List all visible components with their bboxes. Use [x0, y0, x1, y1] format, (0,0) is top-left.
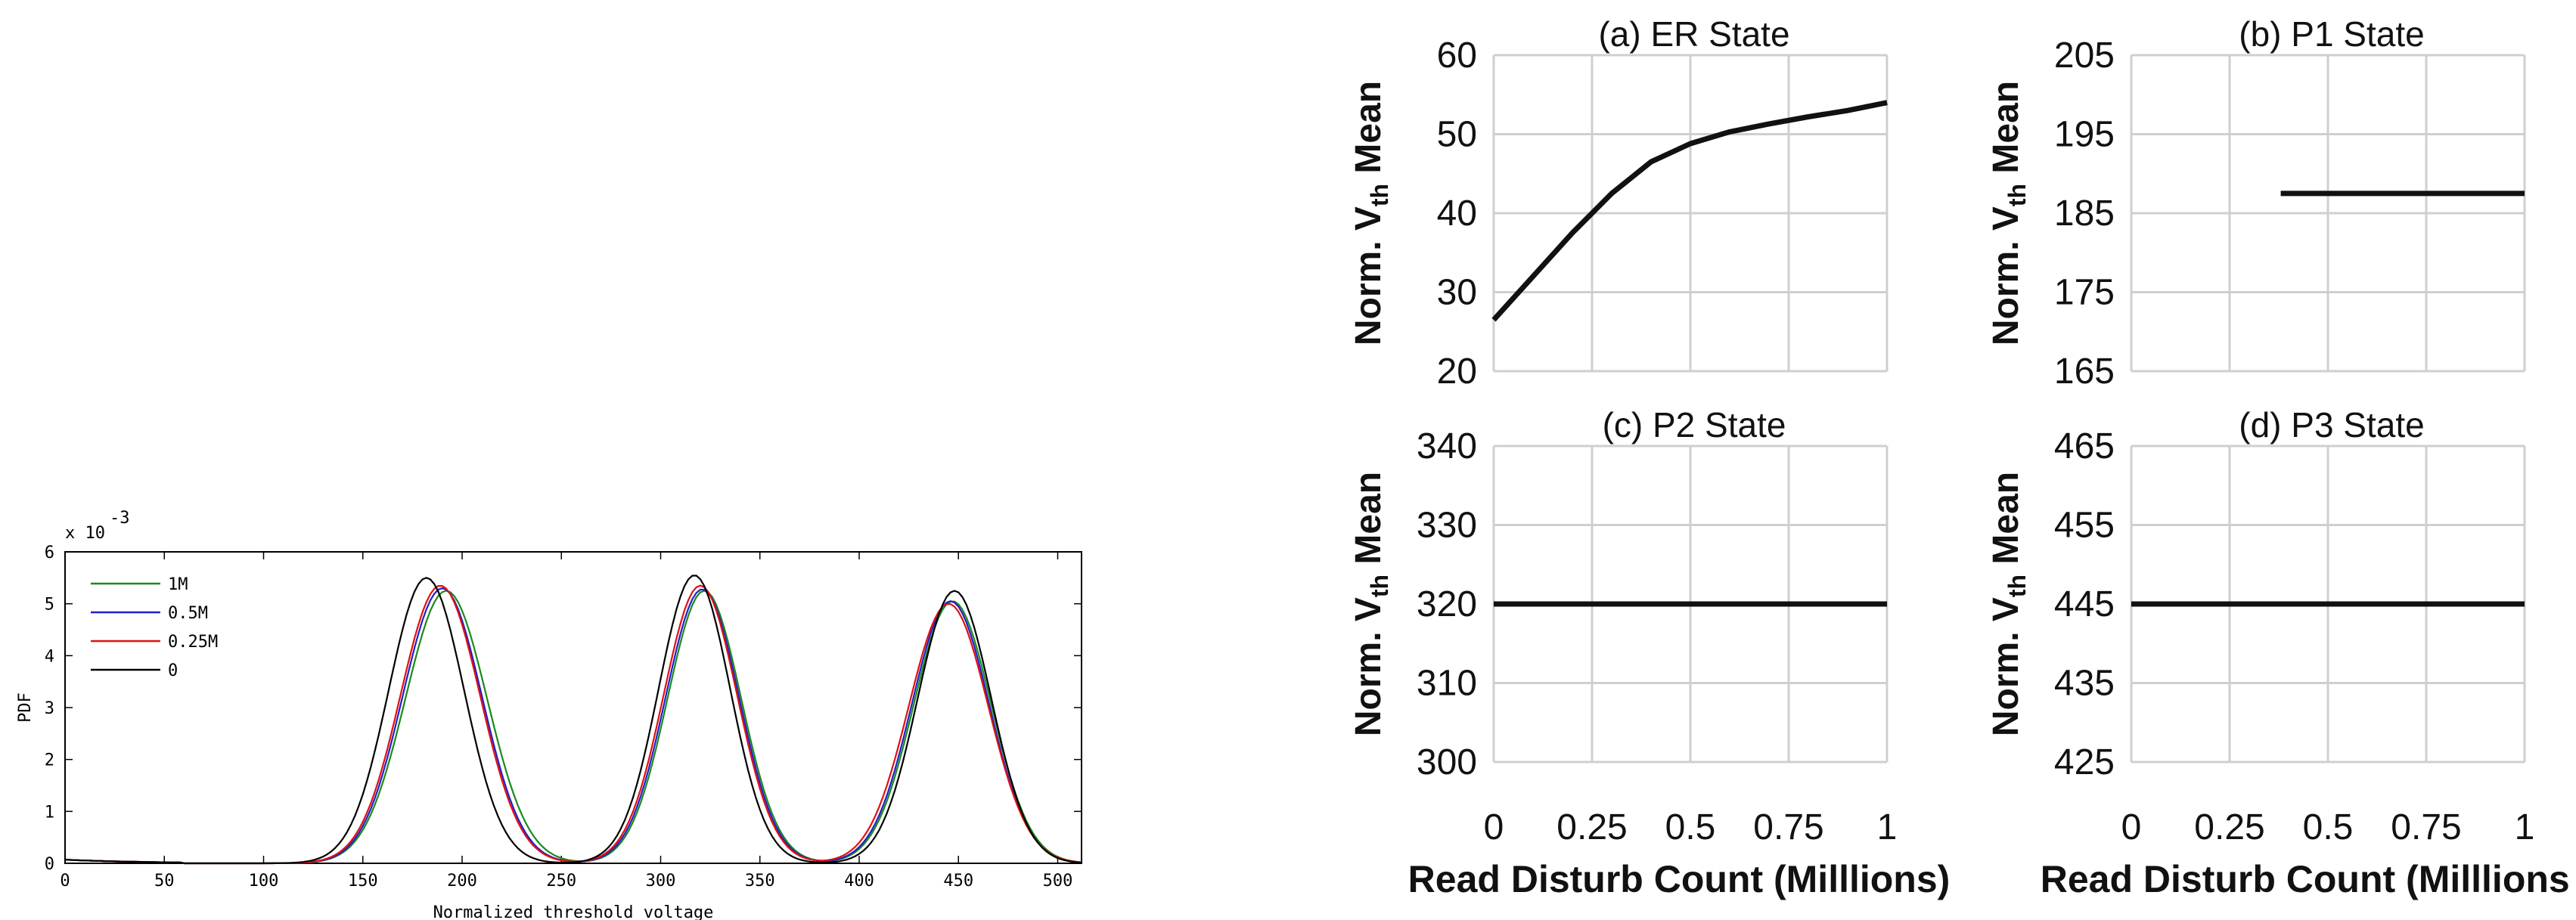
- pdf-x-tick-label: 500: [1043, 872, 1073, 891]
- panel-y-tick-label: 20: [1437, 352, 1477, 392]
- panel-y-tick-label: 320: [1417, 584, 1477, 624]
- pdf-y-tick-label: 6: [45, 544, 54, 562]
- panel-y-tick-label: 30: [1437, 273, 1477, 313]
- pdf-x-tick-label: 0: [60, 872, 70, 891]
- panel-y-tick-label: 175: [2054, 273, 2115, 313]
- panel-y-tick-label: 435: [2054, 664, 2115, 704]
- panel-x-axis-label: Read Disturb Count (Milllions ): [2041, 858, 2576, 900]
- pdf-y-axis-label: PDF: [16, 692, 35, 723]
- pdf-tick-labels: 0 50 100 150 200 250 300 350 400 450 500 0 1 2 3 4 5 6: [45, 544, 1073, 891]
- panel-title: (d) P3 State: [2239, 405, 2424, 445]
- panel-title: (a) ER State: [1598, 14, 1789, 54]
- panel-x-tick-label: 1: [1877, 807, 1898, 847]
- panel-y-tick-label: 165: [2054, 352, 2115, 392]
- panel-2: 300 310 320 330 340 (c) P2 State Norm. Vth Mea…: [1349, 405, 1950, 900]
- pdf-y-tick-label: 4: [45, 647, 54, 666]
- panel-x-tick-label: 0.25: [1556, 807, 1627, 847]
- panel-y-tick-label: 205: [2054, 36, 2115, 76]
- pdf-x-axis-label: Normalized threshold voltage: [433, 903, 714, 920]
- pdf-legend-label: 0: [168, 661, 178, 680]
- pdf-plot-area: [64, 551, 1082, 864]
- pdf-y-tick-label: 5: [45, 596, 54, 615]
- pdf-y-exponent-power: -3: [110, 509, 130, 528]
- panel-x-tick-label: 0.75: [1753, 807, 1823, 847]
- panel-y-tick-label: 425: [2054, 742, 2115, 782]
- pdf-x-tick-label: 200: [447, 872, 477, 891]
- panel-x-axis-label: Read Disturb Count (Milllions): [1408, 858, 1951, 900]
- panel-series-line: [1491, 100, 1888, 322]
- pdf-y-exponent: x 10: [65, 524, 105, 543]
- panel-0: 20 30 40 50 60 (a) ER State Norm. Vth Mean: [1349, 14, 1889, 392]
- pdf-x-tick-label: 150: [348, 872, 378, 891]
- panel-y-tick-label: 60: [1437, 36, 1477, 76]
- panel-y-axis-label: Norm. Vth Mean: [1986, 472, 2031, 736]
- panel-y-tick-label: 455: [2054, 506, 2115, 546]
- panel-x-tick-label: 0.5: [1665, 807, 1716, 847]
- panel-y-tick-label: 330: [1417, 506, 1477, 546]
- panel-x-tick-label: 0.75: [2391, 807, 2461, 847]
- pdf-y-tick-label: 1: [45, 803, 54, 822]
- pdf-chart: 0 50 100 150 200 250 300 350 400 450 500 0 1 2 3 4 5 6 x …: [16, 509, 1082, 920]
- pdf-legend-label: 1M: [168, 575, 188, 594]
- panel-x-tick-label: 0: [1484, 807, 1504, 847]
- panel-x-tick-label: 0.5: [2303, 807, 2354, 847]
- panel-1: 165 175 185 195 205 (b) P1 State Norm. Vth Mea…: [1986, 14, 2526, 392]
- panel-y-tick-label: 465: [2054, 426, 2115, 466]
- pdf-y-tick-label: 0: [45, 855, 54, 874]
- pdf-x-tick-label: 50: [154, 872, 175, 891]
- panel-y-tick-label: 340: [1417, 426, 1477, 466]
- panel-3: 425 435 445 455 465 (d) P3 State Norm. Vth Mea…: [1986, 405, 2576, 900]
- pdf-x-tick-label: 100: [249, 872, 279, 891]
- pdf-x-tick-label: 300: [646, 872, 676, 891]
- pdf-legend-label: 0.5M: [168, 604, 208, 623]
- panel-y-axis-label: Norm. Vth Mean: [1349, 81, 1393, 345]
- panel-y-tick-label: 300: [1417, 742, 1477, 782]
- panel-x-tick-label: 1: [2515, 807, 2535, 847]
- pdf-x-tick-label: 350: [745, 872, 775, 891]
- pdf-series-0: [64, 575, 1082, 865]
- panel-y-tick-label: 50: [1437, 115, 1477, 155]
- panel-y-axis-label: Norm. Vth Mean: [1349, 472, 1393, 736]
- panel-x-tick-label: 0.25: [2194, 807, 2264, 847]
- panel-y-tick-label: 40: [1437, 194, 1477, 234]
- panel-title: (c) P2 State: [1603, 405, 1786, 445]
- pdf-x-tick-label: 250: [546, 872, 576, 891]
- pdf-y-tick-label: 2: [45, 751, 54, 770]
- pdf-curves: [64, 575, 1082, 865]
- panel-y-tick-label: 310: [1417, 664, 1477, 704]
- panel-y-tick-label: 185: [2054, 194, 2115, 234]
- panel-y-tick-label: 195: [2054, 115, 2115, 155]
- pdf-legend: 1M 0.5M 0.25M 0: [91, 575, 218, 680]
- pdf-y-tick-label: 3: [45, 699, 54, 718]
- panel-title: (b) P1 State: [2239, 14, 2424, 54]
- panel-y-tick-label: 445: [2054, 584, 2115, 624]
- panel-y-axis-label: Norm. Vth Mean: [1986, 81, 2031, 345]
- pdf-ticks: [64, 551, 1082, 864]
- pdf-x-tick-label: 450: [943, 872, 973, 891]
- pdf-legend-label: 0.25M: [168, 633, 218, 652]
- pdf-x-tick-label: 400: [844, 872, 874, 891]
- panel-x-tick-label: 0: [2121, 807, 2142, 847]
